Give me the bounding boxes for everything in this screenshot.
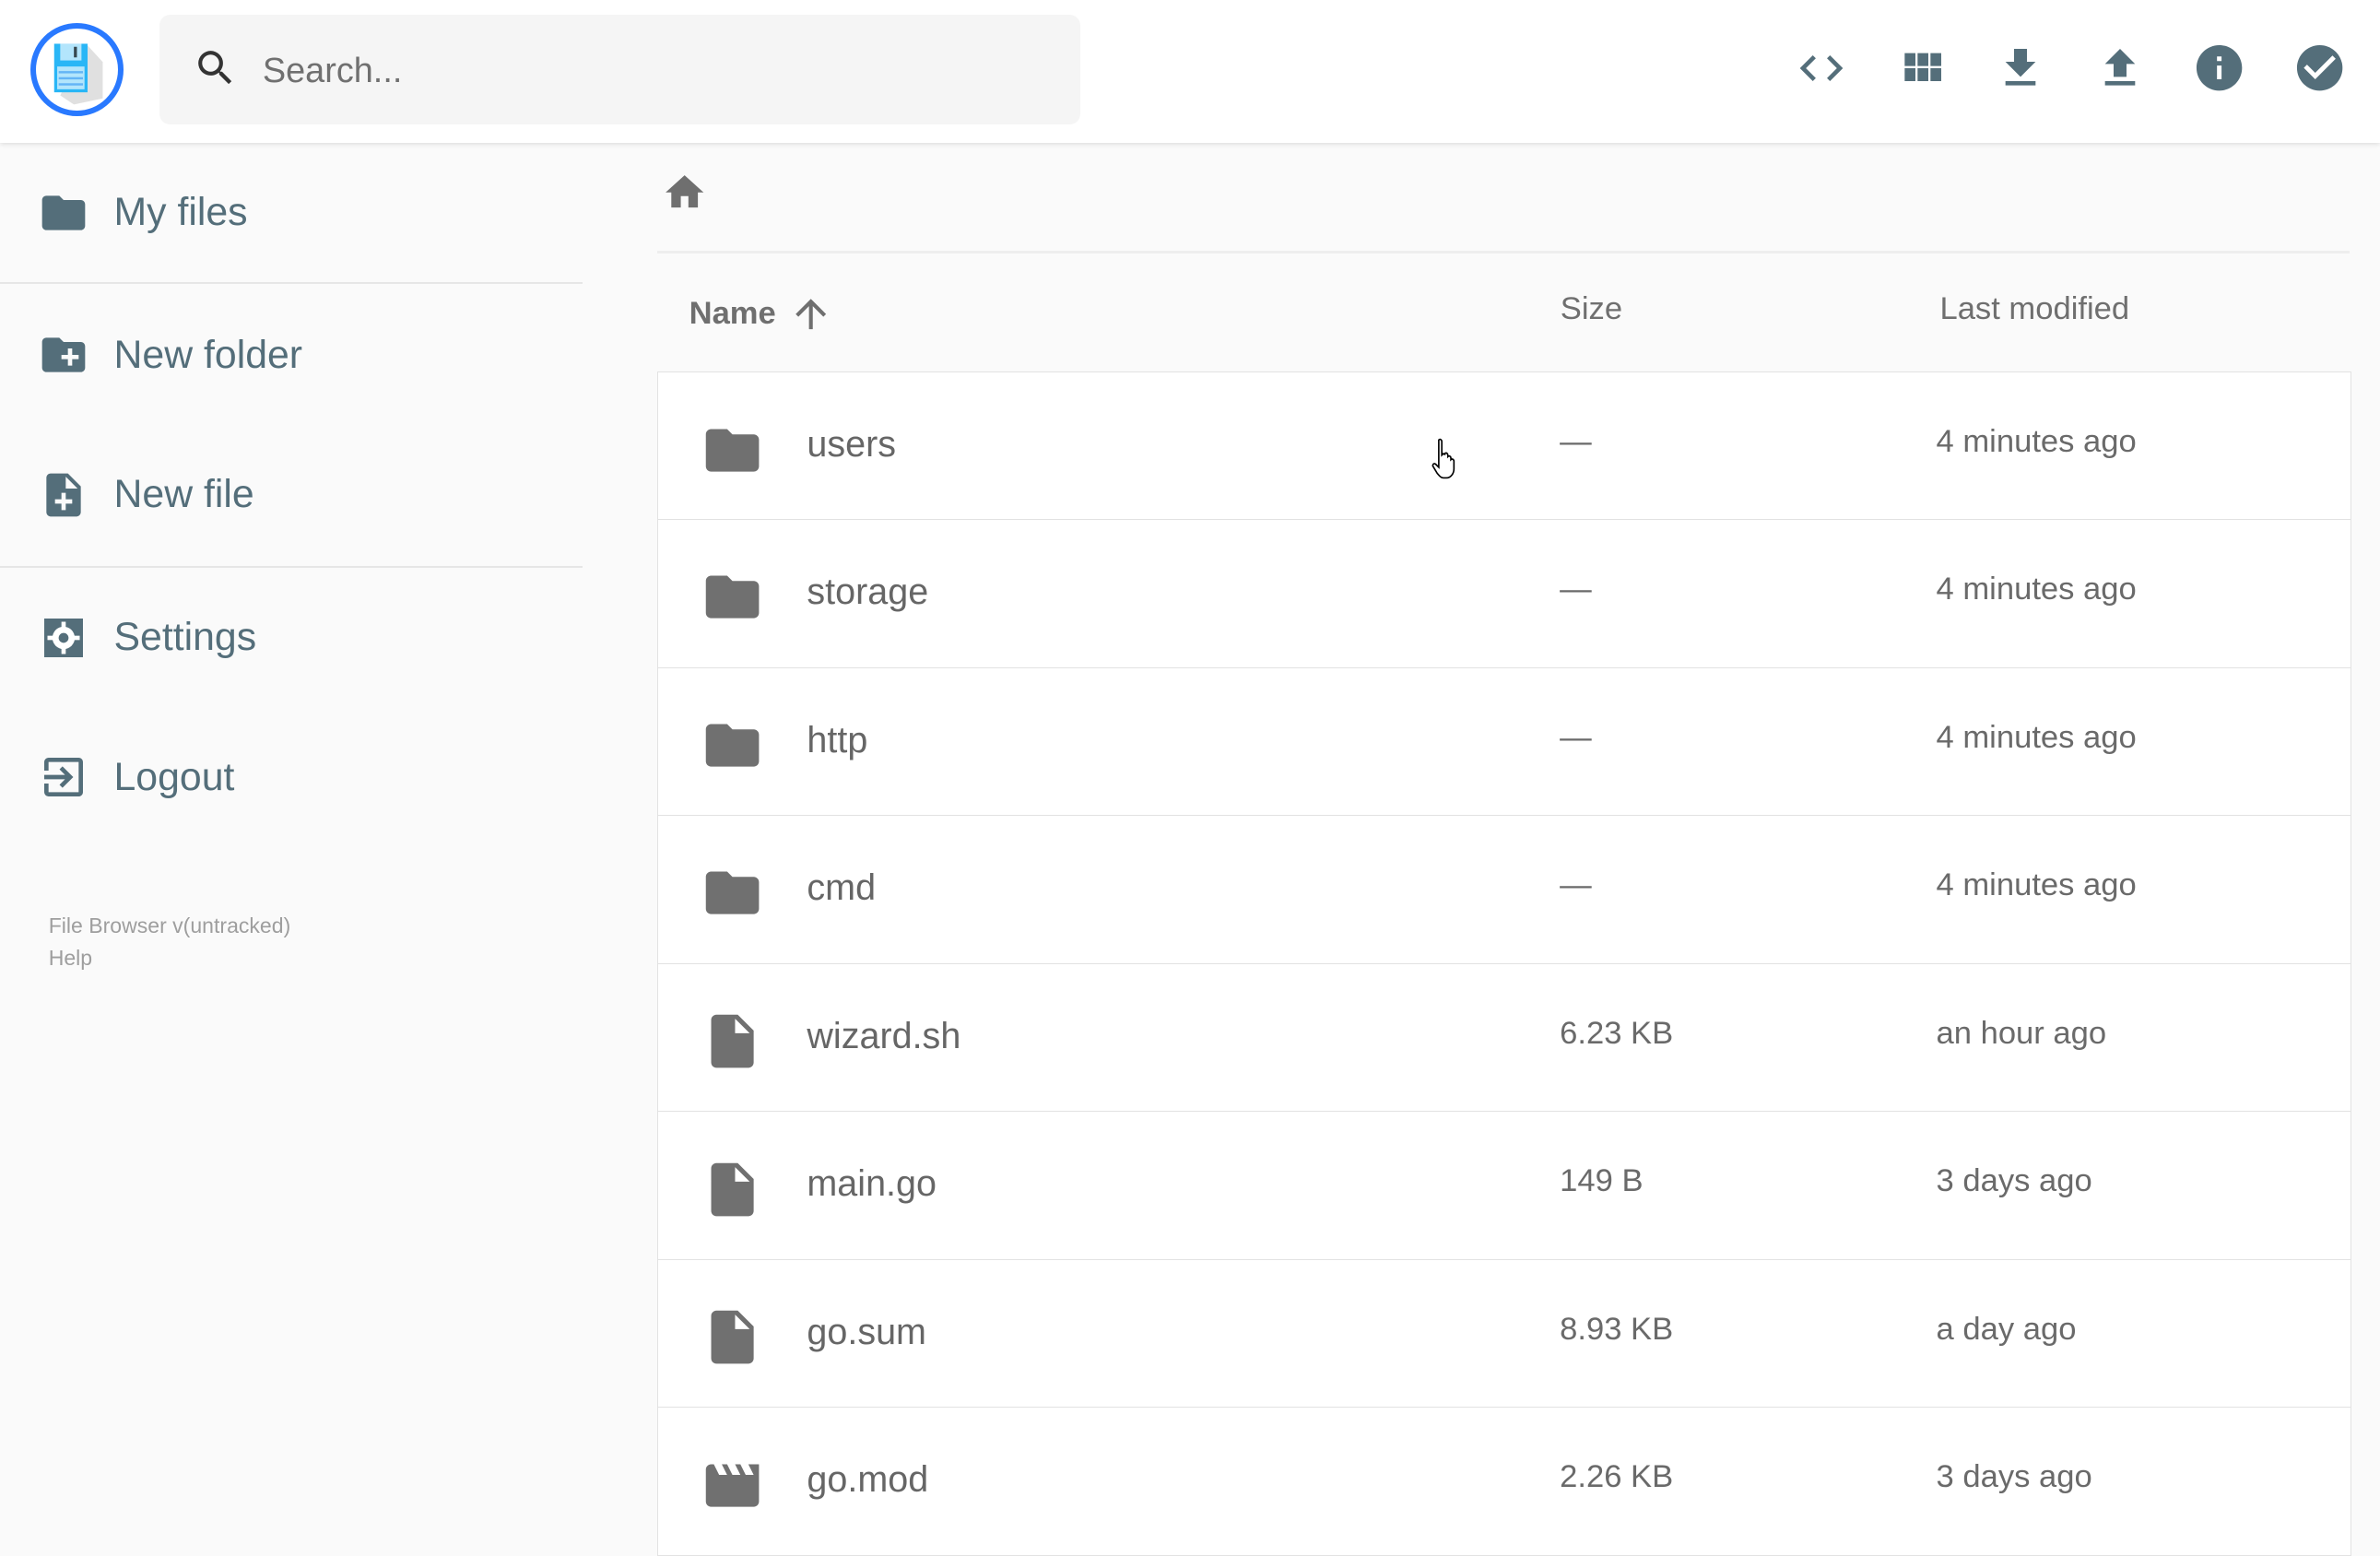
file-modified: 3 days ago — [1936, 1459, 2092, 1495]
home-icon — [666, 175, 704, 208]
file-size: — — [1560, 719, 1592, 755]
folder-icon — [705, 429, 760, 472]
file-modified: 4 minutes ago — [1936, 571, 2137, 607]
file-type-icon — [701, 1009, 764, 1079]
file-modified: 4 minutes ago — [1936, 719, 2137, 755]
file-modified: 4 minutes ago — [1936, 867, 2137, 903]
sidebar-item-settings[interactable]: Settings — [0, 599, 583, 675]
sidebar-item-new-folder[interactable]: New folder — [0, 317, 583, 393]
info-button[interactable] — [2190, 40, 2248, 98]
search-bar[interactable] — [159, 15, 1081, 124]
file-name: wizard.sh — [807, 1015, 961, 1056]
file-icon — [711, 1310, 754, 1364]
file-name: storage — [807, 571, 929, 612]
file-name: cmd — [807, 867, 877, 909]
sidebar-divider — [0, 566, 583, 568]
upload-icon — [2105, 49, 2136, 86]
version-text: File Browser v(untracked) — [48, 914, 291, 938]
code-view-icon — [1799, 55, 1844, 82]
file-type-icon — [701, 1454, 764, 1524]
file-row-main-go[interactable]: main.go 149 B 3 days ago — [657, 1112, 2351, 1260]
code-view-button[interactable] — [1793, 40, 1851, 98]
file-row-go-sum[interactable]: go.sum 8.93 KB a day ago — [657, 1259, 2351, 1409]
file-size: 8.93 KB — [1560, 1311, 1674, 1347]
folder-icon — [705, 724, 760, 767]
file-modified: 3 days ago — [1936, 1163, 2092, 1199]
video-file-icon — [705, 1464, 760, 1507]
breadcrumb-divider — [657, 250, 2351, 253]
file-row-http[interactable]: http — 4 minutes ago — [657, 667, 2351, 817]
floppy-disk-icon — [53, 43, 103, 105]
file-size: 149 B — [1560, 1163, 1644, 1199]
file-icon — [711, 1162, 754, 1216]
settings-icon — [44, 618, 84, 657]
sidebar-item-label: Settings — [113, 615, 257, 660]
search-icon — [198, 51, 232, 85]
help-link[interactable]: Help — [48, 945, 93, 970]
file-row-cmd[interactable]: cmd — 4 minutes ago — [657, 816, 2351, 964]
info-icon — [2196, 45, 2243, 91]
file-size: — — [1560, 424, 1592, 460]
file-row-wizard-sh[interactable]: wizard.sh 6.23 KB an hour ago — [657, 963, 2351, 1113]
upload-button[interactable] — [2091, 40, 2150, 98]
file-type-icon — [701, 1305, 764, 1375]
sidebar-item-label: New file — [113, 472, 254, 517]
folder-icon — [41, 194, 86, 230]
check-circle-icon — [2296, 45, 2342, 91]
download-icon — [2005, 49, 2036, 86]
file-name: go.sum — [807, 1311, 926, 1352]
file-type-icon — [701, 418, 764, 489]
sidebar-item-label: New folder — [113, 332, 303, 377]
file-size: 6.23 KB — [1560, 1015, 1674, 1051]
file-type-icon — [701, 713, 764, 784]
file-modified: 4 minutes ago — [1936, 424, 2137, 460]
logout-icon — [44, 758, 84, 797]
file-name: users — [807, 424, 897, 466]
grid-view-button[interactable] — [1892, 40, 1950, 98]
grid-icon — [1904, 53, 1941, 82]
file-list: users — 4 minutes ago storage — 4 minutes ago… — [657, 371, 2351, 1556]
file-modified: an hour ago — [1936, 1015, 2107, 1051]
file-size: — — [1560, 867, 1592, 903]
file-size: — — [1560, 571, 1592, 607]
column-name-label: Name — [689, 296, 776, 332]
file-type-icon — [701, 861, 764, 931]
folder-icon — [705, 871, 760, 915]
app-logo[interactable] — [29, 22, 124, 116]
breadcrumb-home[interactable] — [662, 170, 707, 221]
file-row-users[interactable]: users — 4 minutes ago — [657, 371, 2351, 520]
download-button[interactable] — [1991, 40, 2049, 98]
file-name: go.mod — [807, 1459, 929, 1501]
sidebar-divider — [0, 282, 583, 284]
column-header-size[interactable]: Size — [1560, 291, 1623, 327]
file-icon — [711, 1014, 754, 1068]
file-type-icon — [701, 1158, 764, 1228]
select-multiple-button[interactable] — [2291, 40, 2349, 98]
create-new-folder-icon — [41, 337, 86, 372]
hand-pointer-cursor-icon — [1432, 439, 1455, 479]
top-bar — [0, 0, 2380, 143]
file-row-storage[interactable]: storage — 4 minutes ago — [657, 519, 2351, 668]
file-name: http — [807, 719, 868, 760]
file-modified: a day ago — [1936, 1311, 2077, 1347]
note-add-icon — [46, 473, 81, 517]
file-type-icon — [701, 565, 764, 635]
sidebar-item-label: My files — [113, 190, 248, 235]
sidebar-item-new-file[interactable]: New file — [0, 457, 583, 533]
file-name: main.go — [807, 1163, 937, 1205]
column-header-name[interactable]: Name — [689, 291, 834, 336]
file-row-go-mod[interactable]: go.mod 2.26 KB 3 days ago — [657, 1408, 2351, 1556]
file-size: 2.26 KB — [1560, 1459, 1674, 1495]
folder-icon — [705, 575, 760, 619]
sidebar-item-logout[interactable]: Logout — [0, 739, 583, 815]
column-header-modified[interactable]: Last modified — [1939, 291, 2130, 327]
sidebar-item-my-files[interactable]: My files — [0, 174, 583, 250]
search-input[interactable] — [259, 42, 1055, 100]
arrow-up-icon — [795, 299, 827, 330]
sidebar-item-label: Logout — [113, 754, 235, 799]
